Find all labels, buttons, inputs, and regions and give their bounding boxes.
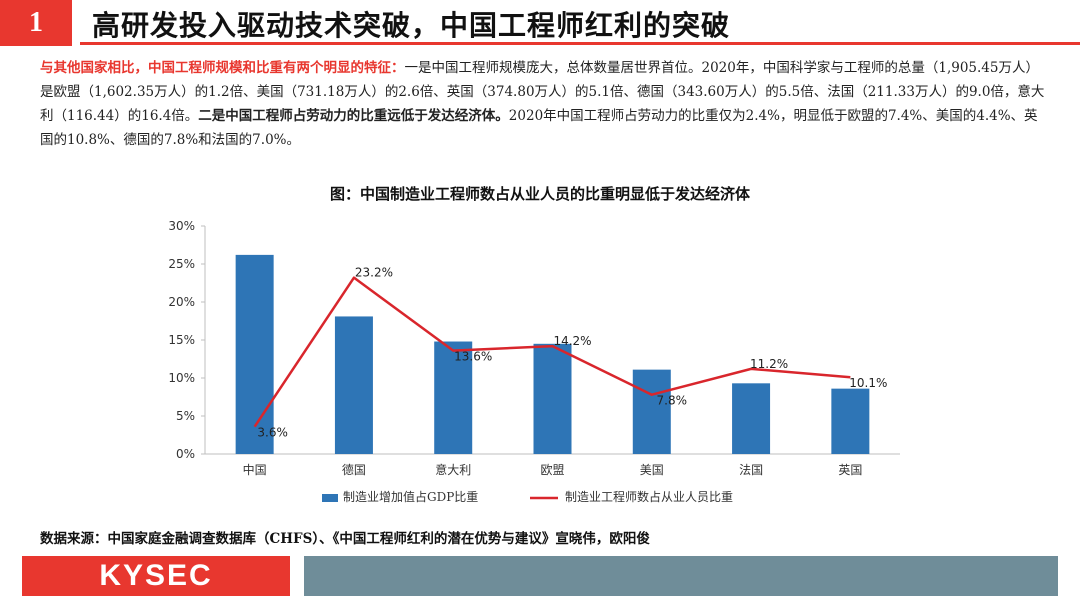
line-data-label: 3.6% — [257, 426, 288, 440]
body-paragraph: 与其他国家相比，中国工程师规模和比重有两个明显的特征：一是中国工程师规模庞大，总… — [40, 56, 1050, 152]
line-data-label: 7.8% — [657, 394, 688, 408]
x-tick-label: 欧盟 — [540, 463, 564, 477]
bar-1 — [334, 316, 373, 454]
slide-title: 高研发投入驱动技术突破，中国工程师红利的突破 — [92, 9, 731, 42]
x-tick-label: 法国 — [739, 463, 763, 477]
line-series — [253, 276, 851, 428]
bar-4 — [632, 369, 671, 454]
legend-bar-label: 制造业增加值占GDP比重 — [343, 489, 478, 504]
bar-5 — [732, 383, 771, 454]
y-tick-label: 20% — [168, 295, 195, 309]
line-data-label: 23.2% — [355, 266, 393, 280]
slide-header: 1 高研发投入驱动技术突破，中国工程师红利的突破 — [0, 0, 1080, 46]
line-data-label: 11.2% — [750, 357, 788, 371]
paragraph-part3: 2020年中国工程师占劳动力的比重仅为2.4%，明显低于欧盟的7.4%、美国的4… — [40, 108, 1038, 148]
bar-2 — [434, 341, 473, 454]
y-tick-label: 30% — [168, 219, 195, 233]
footer-bar — [304, 556, 1058, 596]
y-tick-label: 5% — [176, 409, 195, 423]
bar-6 — [831, 388, 870, 454]
chart-title: 图：中国制造业工程师数占从业人员的比重明显低于发达经济体 — [329, 185, 750, 203]
combo-chart: 0% 5% 10% 15% 20% 25% 30% 中国 德国 意大利 欧盟 美国 法国 英国 3.6% 23… — [168, 219, 900, 504]
brand-logo-text: KYSEC — [99, 559, 213, 592]
y-tick-label: 15% — [168, 333, 195, 347]
paragraph-part2: 二是中国工程师占劳动力的比重远低于发达经济体。 — [198, 108, 509, 124]
x-tick-label: 英国 — [838, 463, 862, 477]
section-number: 1 — [0, 0, 72, 46]
x-tick-label: 美国 — [640, 463, 664, 477]
bar-0 — [235, 254, 274, 454]
brand-logo: KYSEC — [22, 556, 290, 596]
x-tick-label: 意大利 — [435, 462, 471, 477]
legend-line-label: 制造业工程师数占从业人员比重 — [565, 489, 733, 504]
bar-3 — [533, 343, 572, 454]
x-tick-label: 中国 — [243, 462, 267, 477]
y-tick-label: 10% — [168, 371, 195, 385]
data-source: 数据来源：中国家庭金融调查数据库（CHFS）、《中国工程师红利的潜在优势与建议》… — [40, 531, 650, 547]
line-data-label: 13.6% — [454, 350, 492, 364]
line-data-label: 10.1% — [849, 376, 887, 390]
line-data-label: 14.2% — [553, 334, 591, 348]
paragraph-part1: 一是中国工程师规模庞大，总体数量居世界首位。2020年，中国科学家与工程师的总量… — [40, 60, 1045, 124]
paragraph-lead: 与其他国家相比，中国工程师规模和比重有两个明显的特征： — [40, 60, 405, 76]
legend-bar-swatch — [322, 494, 338, 502]
slide-footer: KYSEC — [0, 553, 1080, 607]
y-tick-label: 25% — [168, 257, 195, 271]
header-rule — [80, 42, 1080, 45]
y-tick-label: 0% — [176, 447, 195, 461]
x-tick-label: 德国 — [342, 462, 366, 477]
